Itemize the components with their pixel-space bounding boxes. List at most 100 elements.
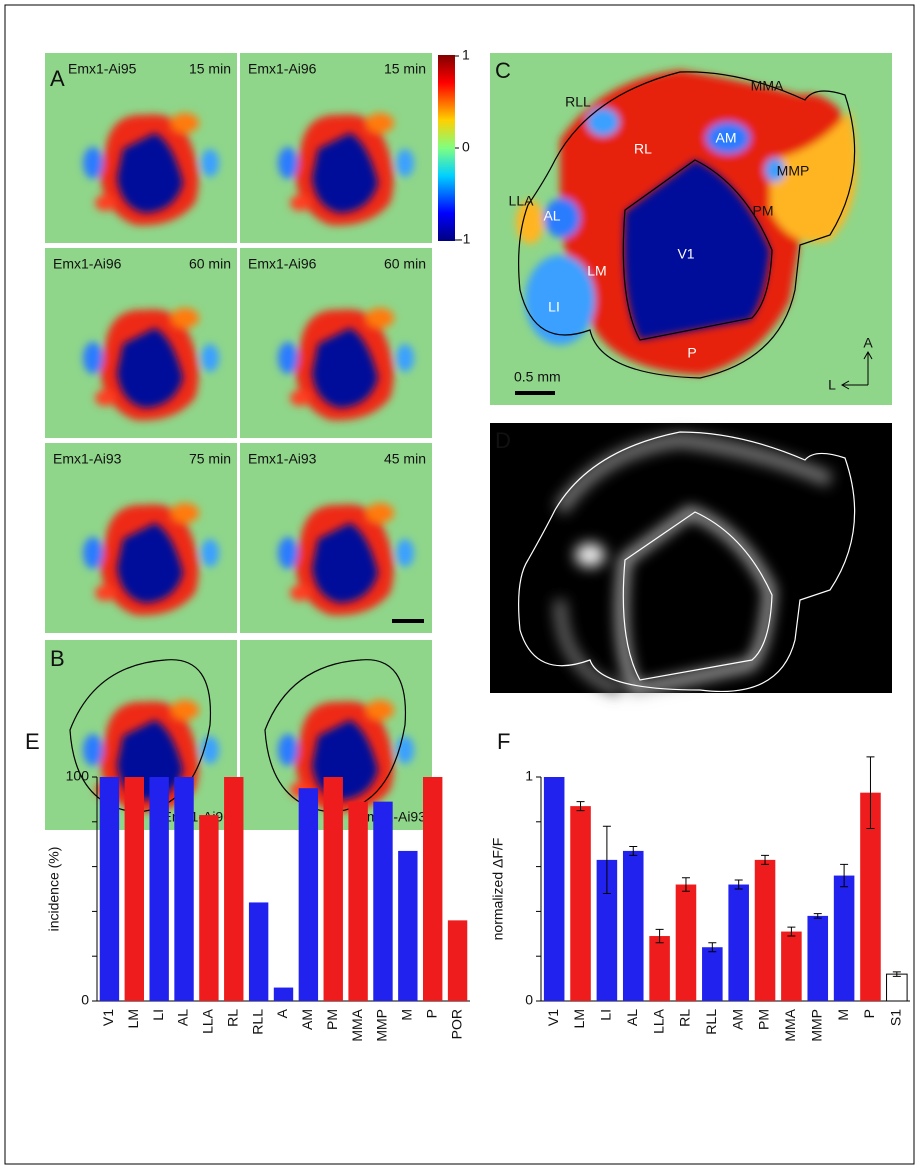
panel-label: F — [497, 729, 510, 754]
x-tick-label: LM — [125, 1009, 141, 1028]
fluorescence-image — [490, 423, 892, 693]
area-label: PM — [753, 203, 774, 219]
bar — [348, 802, 367, 1001]
x-tick-label: S1 — [888, 1009, 904, 1026]
x-tick-label: RL — [677, 1009, 693, 1027]
area-label: P — [687, 345, 696, 361]
colorbar-tick-label: 0 — [462, 139, 470, 155]
bar — [324, 777, 343, 1001]
x-tick-label: AM — [729, 1009, 745, 1030]
area-label: MMP — [777, 163, 810, 179]
area-label: RL — [634, 141, 652, 157]
x-tick-label: POR — [448, 1009, 464, 1039]
x-tick-label: MMA — [782, 1008, 798, 1041]
x-tick-label: LI — [598, 1009, 614, 1021]
area-label: V1 — [677, 246, 694, 262]
bar — [149, 777, 168, 1001]
x-tick-label: PM — [756, 1009, 772, 1030]
image-strain: Emx1-Ai96 — [248, 61, 317, 77]
x-tick-label: P — [861, 1009, 877, 1018]
y-axis-label: normalized ΔF/F — [490, 838, 506, 941]
colorbar-tick-label: 1 — [462, 47, 470, 63]
image-strain: Emx1-Ai96 — [163, 809, 232, 825]
image-duration: 45 min — [384, 451, 426, 467]
response-map — [45, 443, 237, 633]
bar — [249, 902, 268, 1001]
area-label: RLL — [565, 94, 591, 110]
response-map — [240, 248, 432, 438]
image-duration: 75 min — [189, 451, 231, 467]
x-tick-label: LLA — [650, 1008, 666, 1034]
bar — [781, 932, 802, 1001]
bar — [728, 885, 749, 1001]
bar — [174, 777, 193, 1001]
x-tick-label: RL — [224, 1009, 240, 1027]
bar — [887, 974, 908, 1001]
image-strain: Emx1-Ai93 — [53, 451, 122, 467]
colorbar — [438, 55, 455, 241]
bar — [570, 806, 591, 1001]
image-duration: 15 min — [189, 61, 231, 77]
bar — [834, 876, 855, 1001]
x-tick-label: A — [274, 1008, 290, 1018]
bar — [125, 777, 144, 1001]
response-map — [45, 53, 237, 243]
scale-bar-label: 0.5 mm — [514, 369, 561, 385]
image-strain: Emx1-Ai96 — [248, 256, 317, 272]
panel-label: E — [25, 729, 40, 754]
image-duration: 60 min — [384, 256, 426, 272]
orientation-label: A — [863, 335, 873, 351]
x-tick-label: AL — [175, 1009, 191, 1026]
area-label: LM — [587, 263, 606, 279]
y-tick-label: 1 — [525, 768, 533, 784]
bar — [676, 885, 697, 1001]
x-tick-label: P — [423, 1009, 439, 1018]
figure: Emx1-Ai9515 minEmx1-Ai9615 minEmx1-Ai966… — [0, 0, 919, 1169]
bar — [199, 815, 218, 1001]
x-tick-label: V1 — [100, 1009, 116, 1026]
y-axis-label: incidence (%) — [46, 847, 62, 932]
panel-label: B — [50, 646, 65, 671]
bar — [299, 788, 318, 1001]
area-label: LI — [548, 299, 560, 315]
area-label: MMA — [751, 78, 784, 94]
x-tick-label: V1 — [545, 1009, 561, 1026]
x-tick-label: PM — [324, 1009, 340, 1030]
bar — [649, 936, 670, 1001]
bar — [224, 777, 243, 1001]
bar — [755, 860, 776, 1001]
area-label: AL — [543, 208, 560, 224]
y-tick-label: 0 — [525, 992, 533, 1008]
bar — [398, 851, 417, 1001]
x-tick-label: LM — [571, 1009, 587, 1028]
x-tick-label: LI — [150, 1009, 166, 1021]
panel-label: D — [495, 428, 511, 453]
bar — [423, 777, 442, 1001]
area-label: AM — [716, 130, 737, 146]
y-tick-label: 100 — [66, 768, 90, 784]
x-tick-label: LLA — [200, 1008, 216, 1034]
y-tick-label: 0 — [81, 992, 89, 1008]
bar — [100, 777, 119, 1001]
area-label: LLA — [509, 193, 535, 209]
x-tick-label: AM — [299, 1009, 315, 1030]
response-map — [240, 53, 432, 243]
image-strain: Emx1-Ai96 — [53, 256, 122, 272]
bar — [702, 947, 723, 1001]
x-tick-label: RLL — [703, 1009, 719, 1035]
bar — [448, 920, 467, 1001]
response-map — [240, 443, 432, 633]
x-tick-label: MMP — [808, 1009, 824, 1042]
image-strain: Emx1-Ai93 — [248, 451, 317, 467]
x-tick-label: M — [835, 1009, 851, 1021]
panel-label: C — [495, 58, 511, 83]
x-tick-label: AL — [624, 1009, 640, 1026]
x-tick-label: M — [399, 1009, 415, 1021]
bar — [544, 777, 565, 1001]
panel-label: A — [50, 66, 65, 91]
image-strain: Emx1-Ai95 — [68, 61, 137, 77]
bar — [274, 988, 293, 1001]
bar — [807, 916, 828, 1001]
response-map — [45, 248, 237, 438]
colorbar-tick-label: -1 — [458, 231, 471, 247]
